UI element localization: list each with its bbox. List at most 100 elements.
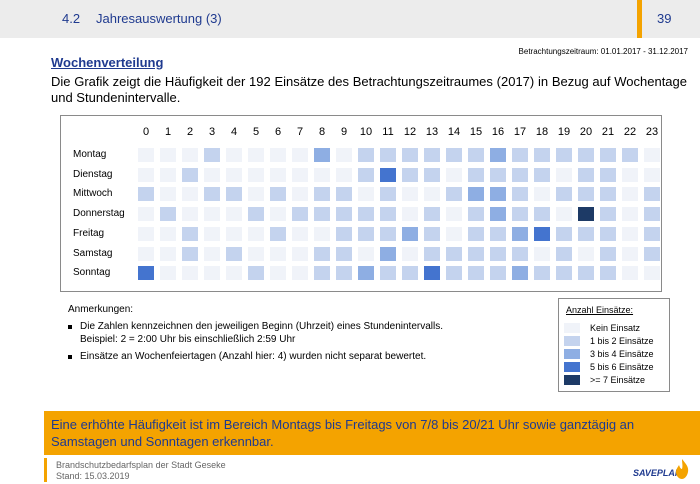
hour-label-1: 1 <box>164 126 172 138</box>
legend-swatch-none <box>564 323 580 333</box>
flame-icon <box>676 459 689 479</box>
heatmap-cell <box>204 246 220 261</box>
hour-label-18: 18 <box>535 126 549 138</box>
heatmap-cell <box>160 148 176 162</box>
heatmap-cell <box>578 148 594 162</box>
heatmap-cell <box>182 207 198 222</box>
heatmap-cell <box>292 226 308 241</box>
heatmap-cell <box>424 167 440 182</box>
heatmap-cell <box>358 207 374 222</box>
heatmap-cell <box>534 266 550 281</box>
heatmap-cell <box>446 266 462 281</box>
legend-swatch-3-4 <box>564 349 580 359</box>
heatmap-cell <box>424 266 440 281</box>
heatmap-cell <box>622 187 638 202</box>
heatmap-cell <box>490 167 506 182</box>
heatmap-cell <box>380 187 396 202</box>
heatmap-cell <box>204 207 220 222</box>
heatmap-cell <box>248 226 264 241</box>
hour-label-4: 4 <box>230 126 238 138</box>
heatmap-cell <box>138 207 154 222</box>
heatmap-cell <box>138 167 154 182</box>
heatmap-cell <box>534 167 550 182</box>
hour-label-7: 7 <box>296 126 304 138</box>
heatmap-cell <box>248 167 264 182</box>
day-label-dienstag: Dienstag <box>73 168 113 180</box>
heatmap-cell <box>226 148 242 162</box>
heatmap-cell <box>556 167 572 182</box>
heatmap-cell <box>622 226 638 241</box>
hour-label-12: 12 <box>403 126 417 138</box>
heatmap-cell <box>336 246 352 261</box>
heatmap-cell <box>204 226 220 241</box>
legend-label-5-6: 5 bis 6 Einsätze <box>590 362 654 372</box>
page-number: 39 <box>657 11 672 26</box>
heatmap-cell <box>292 187 308 202</box>
heatmap-cell <box>226 167 242 182</box>
heatmap-cell <box>138 246 154 261</box>
heatmap-cell <box>270 207 286 222</box>
heatmap-cell <box>644 226 660 241</box>
heatmap-cell <box>556 226 572 241</box>
hour-label-22: 22 <box>623 126 637 138</box>
legend-title: Anzahl Einsätze: <box>566 305 634 315</box>
heatmap-cell <box>380 148 396 162</box>
heatmap-cell <box>358 167 374 182</box>
heatmap-cell <box>182 266 198 281</box>
intro-text: Die Grafik zeigt die Häufigkeit der 192 … <box>51 74 687 105</box>
heatmap-cell <box>138 148 154 162</box>
heatmap-cell <box>600 226 616 241</box>
heatmap-cell <box>270 167 286 182</box>
heatmap-cell <box>622 207 638 222</box>
heatmap-cell <box>622 246 638 261</box>
section-title: Wochenverteilung <box>51 55 164 70</box>
heatmap-cell <box>556 207 572 222</box>
heatmap-cell <box>600 148 616 162</box>
bullet-icon <box>68 325 72 329</box>
heatmap-cell <box>490 148 506 162</box>
heatmap-cell <box>380 226 396 241</box>
heatmap-cell <box>204 266 220 281</box>
heatmap-cell <box>336 148 352 162</box>
heatmap-cell <box>512 167 528 182</box>
heatmap-cell <box>248 148 264 162</box>
day-label-mittwoch: Mittwoch <box>73 188 113 200</box>
hour-label-2: 2 <box>186 126 194 138</box>
heatmap-cell <box>226 187 242 202</box>
legend-swatch-1-2 <box>564 336 580 346</box>
heatmap-cell <box>402 187 418 202</box>
heatmap-cell <box>160 167 176 182</box>
legend-label-none: Kein Einsatz <box>590 323 641 333</box>
hour-label-0: 0 <box>142 126 150 138</box>
heatmap-cell <box>490 266 506 281</box>
hour-label-3: 3 <box>208 126 216 138</box>
heatmap-cell <box>314 246 330 261</box>
heatmap-cell <box>424 148 440 162</box>
notes-title: Anmerkungen: <box>68 304 134 315</box>
heatmap-cell <box>270 246 286 261</box>
heatmap-cell <box>446 167 462 182</box>
hour-label-9: 9 <box>340 126 348 138</box>
hour-label-15: 15 <box>469 126 483 138</box>
heatmap-cell <box>336 167 352 182</box>
heatmap-cell <box>468 226 484 241</box>
heatmap-cell <box>292 266 308 281</box>
heatmap-cell <box>600 246 616 261</box>
legend-swatch-7-plus <box>564 375 580 385</box>
heatmap-cell <box>644 246 660 261</box>
heatmap-cell <box>600 207 616 222</box>
heatmap-cell <box>512 266 528 281</box>
heatmap-cell <box>534 207 550 222</box>
note-2: Einsätze an Wochenfeiertagen (Anzahl hie… <box>80 351 427 362</box>
day-label-freitag: Freitag <box>73 227 105 239</box>
heatmap-cell <box>402 167 418 182</box>
heatmap-cell <box>534 187 550 202</box>
heatmap-cell <box>270 148 286 162</box>
heatmap-cell <box>182 167 198 182</box>
heatmap-cell <box>336 226 352 241</box>
summary-box: Eine erhöhte Häufigkeit ist im Bereich M… <box>44 411 700 455</box>
day-label-montag: Montag <box>73 149 107 160</box>
heatmap-cell <box>182 226 198 241</box>
heatmap-cell <box>512 246 528 261</box>
heatmap-cell <box>468 148 484 162</box>
